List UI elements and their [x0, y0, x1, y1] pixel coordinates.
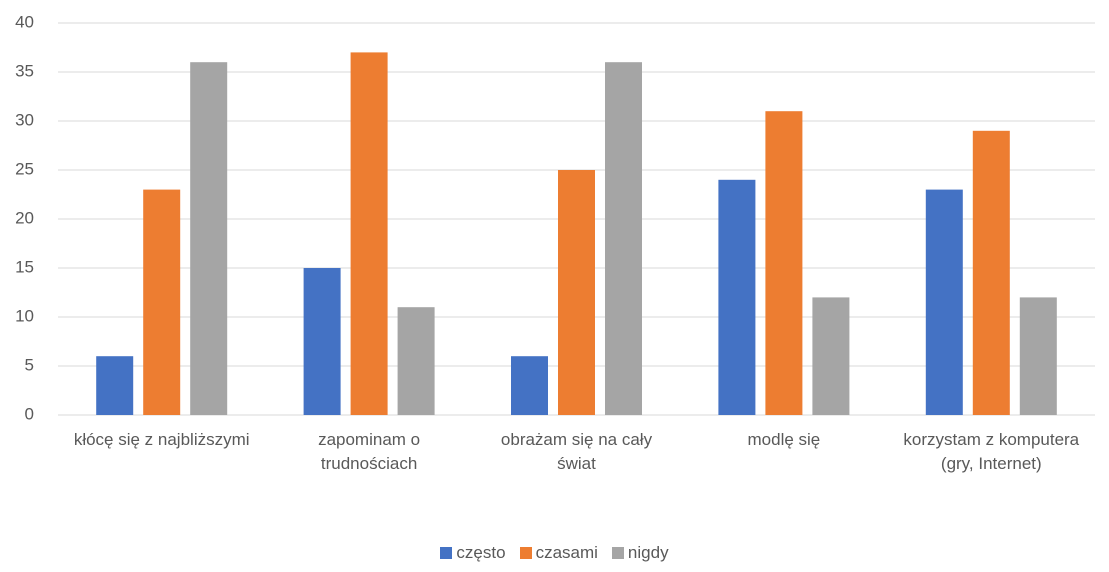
legend-swatch [519, 547, 532, 559]
y-tick-label: 20 [15, 208, 34, 227]
legend-swatch [611, 547, 624, 559]
bar [558, 170, 595, 415]
legend-label: czasami [535, 543, 598, 562]
y-tick-label: 10 [15, 306, 34, 325]
bar [190, 62, 228, 415]
bar [350, 52, 388, 416]
bar [812, 297, 850, 415]
bar [143, 189, 181, 415]
bar [303, 268, 341, 415]
x-tick-label: kłócę się z najbliższymi [73, 430, 250, 449]
bar [96, 356, 134, 415]
bar [397, 307, 435, 415]
y-tick-label: 15 [15, 257, 34, 276]
bar [605, 62, 642, 415]
legend-entry: często [440, 543, 506, 563]
bar [925, 189, 963, 415]
bar [972, 130, 1010, 416]
x-tick-label: korzystam z komputera (gry, Internet) [903, 430, 1080, 473]
legend-entry: nigdy [611, 543, 669, 563]
legend-label: często [456, 543, 506, 562]
bar [765, 111, 803, 415]
y-tick-label: 5 [25, 355, 34, 374]
legend-entry: czasami [519, 543, 598, 563]
legend-swatch [440, 547, 453, 559]
x-tick-label: obrażam się na cały świat [500, 430, 653, 473]
y-tick-label: 0 [25, 404, 34, 423]
y-tick-label: 35 [15, 61, 34, 80]
y-tick-label: 40 [15, 12, 34, 31]
bar [1019, 297, 1057, 415]
bar [718, 179, 756, 415]
y-tick-label: 25 [15, 159, 34, 178]
x-tick-label: zapominam o trudnościach [318, 430, 421, 473]
legend-label: nigdy [627, 543, 669, 562]
y-tick-label: 30 [15, 110, 34, 129]
legend: często czasami nigdy [0, 543, 1109, 563]
bar [511, 356, 548, 415]
x-tick-label: modlę się [747, 430, 821, 449]
